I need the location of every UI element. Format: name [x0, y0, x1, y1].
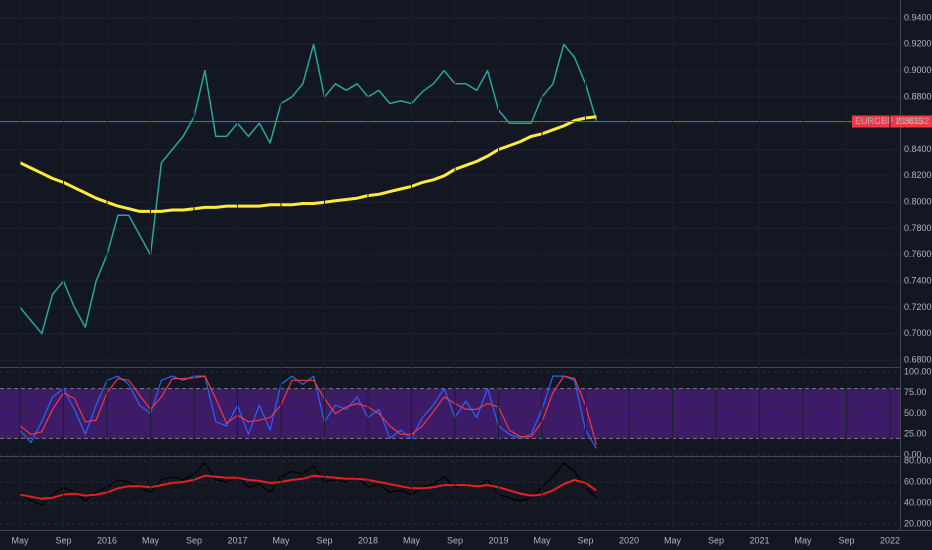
- x-tick-label: Sep: [838, 535, 854, 545]
- x-tick-label: 2019: [488, 535, 508, 545]
- x-tick-label: 2022: [880, 535, 900, 545]
- y-tick-label: 25.00: [904, 429, 927, 439]
- y-tick-label: 60.000000: [904, 476, 932, 486]
- x-tick-label: 2018: [358, 535, 378, 545]
- x-tick-label: Sep: [55, 535, 71, 545]
- y-tick-label: 100.00: [904, 366, 932, 376]
- y-tick-label: 0.00: [904, 449, 922, 459]
- series-line: [19, 375, 597, 446]
- series-line: [19, 43, 598, 335]
- price-chip: [852, 115, 932, 128]
- series-line: [19, 474, 597, 500]
- x-tick-label: May: [794, 535, 812, 545]
- y-tick-label: 20.000000: [904, 518, 932, 528]
- x-tick-label: May: [403, 535, 421, 545]
- y-tick-label: 80.000000: [904, 455, 932, 465]
- x-tick-label: 2021: [749, 535, 769, 545]
- x-tick-label: Sep: [316, 535, 332, 545]
- x-tick-label: Sep: [708, 535, 724, 545]
- series-line: [19, 462, 597, 506]
- x-tick-label: May: [272, 535, 290, 545]
- x-tick-label: May: [11, 535, 29, 545]
- symbol-label: EURGBP 21.035: [855, 116, 923, 126]
- x-tick-label: May: [533, 535, 551, 545]
- y-tick-label: 0.94000: [904, 12, 932, 22]
- x-tick-label: Sep: [186, 535, 202, 545]
- series-line: [19, 115, 597, 213]
- x-tick-label: May: [664, 535, 682, 545]
- y-tick-label: 50.00: [904, 408, 927, 418]
- x-tick-label: 2020: [619, 535, 639, 545]
- x-tick-label: 2016: [97, 535, 117, 545]
- x-tick-label: May: [142, 535, 160, 545]
- last-price-label: 0.86132: [896, 116, 929, 126]
- x-tick-label: Sep: [447, 535, 463, 545]
- x-tick-label: 2017: [227, 535, 247, 545]
- y-tick-label: 40.000000: [904, 497, 932, 507]
- y-tick-label: 75.00: [904, 387, 927, 397]
- x-tick-label: Sep: [577, 535, 593, 545]
